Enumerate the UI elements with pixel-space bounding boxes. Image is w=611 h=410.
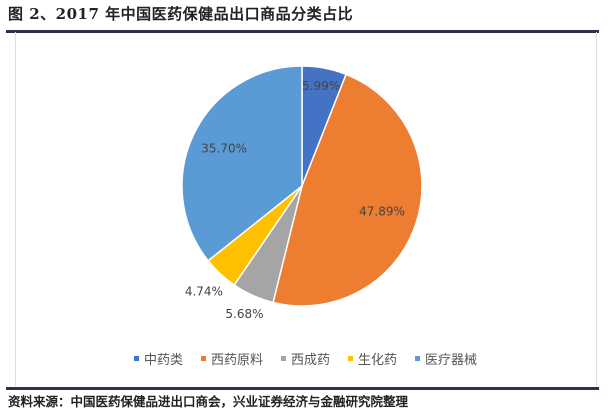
legend-label: 生化药	[358, 353, 398, 368]
legend-item-3: 生化药	[348, 349, 397, 368]
legend-label: 西药原料	[210, 353, 263, 368]
top-rule	[6, 30, 599, 33]
legend-label: 医疗器械	[425, 353, 478, 368]
legend-swatch	[200, 356, 206, 361]
chart-frame	[15, 32, 597, 386]
data-label-0: 5.99%	[302, 79, 340, 93]
source-note: 资料来源：中国医药保健品进出口商会，兴业证券经济与金融研究院整理	[8, 394, 409, 409]
bottom-rule	[6, 387, 599, 390]
legend-swatch	[133, 356, 139, 361]
legend: 中药类 西药原料 西成药 生化药 医疗器械	[0, 349, 611, 368]
figure-title: 图 2、2017 年中国医药保健品出口商品分类占比	[8, 5, 354, 23]
legend-label: 西成药	[290, 353, 330, 368]
legend-item-1: 西药原料	[200, 349, 263, 368]
legend-item-4: 医疗器械	[415, 349, 477, 368]
data-label-4: 35.70%	[201, 141, 247, 155]
data-label-1: 47.89%	[359, 205, 405, 219]
legend-item-2: 西成药	[280, 349, 330, 368]
legend-swatch	[415, 356, 421, 361]
legend-label: 中药类	[143, 353, 183, 368]
pie-slice-1	[272, 73, 423, 307]
pie-slice-4	[181, 65, 303, 262]
legend-swatch	[348, 356, 353, 361]
data-label-3: 4.74%	[185, 284, 223, 298]
data-label-2: 5.68%	[225, 307, 263, 321]
legend-swatch	[280, 356, 286, 361]
legend-item-0: 中药类	[133, 349, 183, 368]
